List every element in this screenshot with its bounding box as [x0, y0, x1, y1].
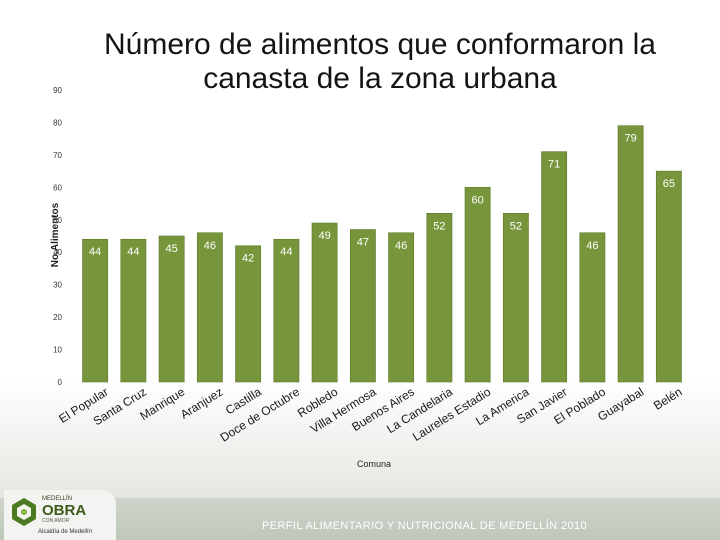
y-tick-label: 10	[53, 346, 62, 355]
bar	[120, 238, 147, 383]
footer-band	[0, 498, 720, 540]
y-tick-label: 40	[53, 248, 62, 257]
y-tick-label: 90	[53, 86, 62, 95]
bar	[349, 229, 376, 383]
bar-value-label: 71	[548, 159, 560, 171]
bar-value-label: 52	[433, 220, 445, 232]
y-tick-label: 30	[53, 281, 62, 290]
bar-value-label: 79	[625, 133, 637, 145]
medellin-logo: MEDELLÍN OBRA CON AMOR Alcaldía de Medel…	[4, 490, 116, 540]
logo-emblem-icon	[12, 498, 36, 526]
y-axis-title: No.Alimentos	[50, 202, 61, 267]
y-tick-label: 50	[53, 216, 62, 225]
bar	[541, 151, 568, 383]
category-label: Belén	[651, 385, 684, 413]
logo-text-sub: CON AMOR	[42, 518, 70, 524]
bar-value-label: 46	[586, 240, 598, 252]
bar-value-label: 44	[127, 246, 139, 258]
logo-text-main: OBRA	[42, 502, 87, 519]
bar-value-label: 44	[280, 246, 292, 258]
bar	[158, 235, 185, 383]
y-tick-label: 20	[53, 313, 62, 322]
bar	[196, 232, 223, 383]
x-axis-title-group: Comuna	[357, 459, 391, 469]
y-tick-label: 0	[58, 378, 63, 387]
logo-mayor-text: Alcaldía de Medellín	[38, 529, 93, 535]
y-ticks: 0 10 20 30 40 50 60 70 80 90	[53, 86, 62, 387]
category-label: Aranjuez	[178, 385, 226, 422]
bar	[426, 212, 453, 383]
bar-value-label: 42	[242, 253, 254, 265]
bar-value-label: 65	[663, 178, 675, 190]
bar	[579, 232, 606, 383]
bar-value-label: 60	[472, 194, 484, 206]
value-labels: 44 44 45 46 42 44 49 47 46 52 60 52 71 46 79 65	[89, 133, 675, 265]
footer: PERFIL ALIMENTARIO Y NUTRICIONAL DE MEDE…	[0, 490, 720, 540]
y-tick-label: 80	[53, 118, 62, 127]
bar	[273, 238, 300, 383]
y-axis-title-group: No.Alimentos	[50, 202, 61, 267]
bar-value-label: 47	[357, 237, 369, 249]
chart-title: Número de alimentos que conformaron la c…	[104, 28, 656, 95]
bar-value-label: 46	[395, 240, 407, 252]
x-axis-title: Comuna	[357, 459, 391, 469]
bars	[82, 125, 682, 383]
bar	[82, 238, 109, 383]
logo-text-top: MEDELLÍN	[42, 496, 73, 502]
bar	[617, 125, 644, 383]
bar-value-label: 45	[166, 243, 178, 255]
bar-value-label: 46	[204, 240, 216, 252]
bar	[655, 170, 682, 383]
bar	[235, 245, 262, 383]
bar-value-label: 52	[510, 220, 522, 232]
footer-text: PERFIL ALIMENTARIO Y NUTRICIONAL DE MEDE…	[262, 520, 588, 532]
bar-value-label: 49	[319, 230, 331, 242]
y-tick-label: 70	[53, 151, 62, 160]
y-tick-label: 60	[53, 183, 62, 192]
bar	[311, 222, 338, 383]
bar	[388, 232, 415, 383]
bar	[502, 212, 529, 383]
bar-value-label: 44	[89, 246, 101, 258]
bar	[464, 187, 491, 383]
